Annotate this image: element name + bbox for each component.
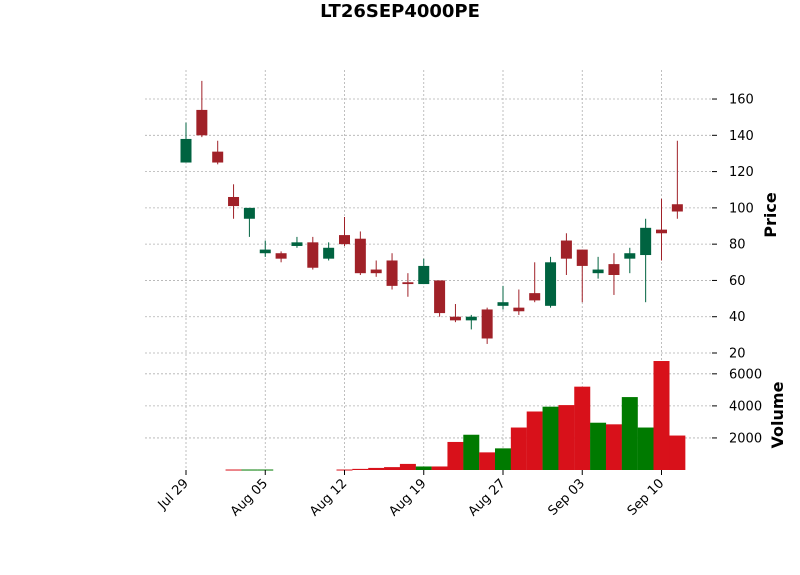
candle-body bbox=[418, 265, 430, 285]
candle-body bbox=[386, 260, 398, 286]
volume-bars bbox=[225, 361, 686, 471]
volume-tick-label: 6000 bbox=[729, 367, 762, 382]
candle-body bbox=[434, 280, 446, 314]
volume-bar bbox=[399, 463, 416, 470]
candle-body bbox=[656, 229, 667, 234]
volume-bar bbox=[590, 422, 607, 470]
volume-bar bbox=[352, 468, 369, 470]
volume-bar bbox=[415, 466, 432, 470]
volume-bar bbox=[542, 406, 559, 470]
candle-body bbox=[370, 269, 382, 274]
volume-bar bbox=[510, 427, 527, 470]
candle-body bbox=[576, 249, 588, 266]
price-tick-label: 120 bbox=[729, 165, 754, 180]
volume-bar bbox=[241, 469, 258, 471]
volume-bar bbox=[463, 434, 480, 470]
x-axis: Jul 29 Aug 05 Aug 12 Aug 19 Aug 27 Sep 03 Sep … bbox=[155, 470, 668, 519]
candles bbox=[180, 80, 683, 344]
candle-body bbox=[497, 302, 509, 306]
candle-body bbox=[592, 269, 604, 274]
candle-body bbox=[545, 262, 557, 306]
candle-body bbox=[291, 242, 303, 246]
volume-bar bbox=[605, 424, 622, 470]
price-tick-label: 80 bbox=[729, 238, 746, 253]
volume-bar bbox=[653, 361, 670, 470]
candle-body bbox=[180, 138, 192, 163]
volume-bar bbox=[526, 411, 543, 470]
candle-body bbox=[243, 207, 255, 219]
candle-body bbox=[259, 249, 271, 254]
candle-body bbox=[560, 240, 572, 259]
x-tick-label: Aug 27 bbox=[466, 476, 509, 519]
x-tick-label: Jul 29 bbox=[155, 476, 192, 513]
x-tick-label: Aug 05 bbox=[228, 476, 271, 519]
price-axis: 20 40 60 80 100 120 140 160 bbox=[712, 93, 754, 362]
volume-bar bbox=[621, 397, 638, 470]
volume-bar bbox=[637, 427, 654, 470]
candle-body bbox=[671, 204, 683, 212]
price-tick-label: 140 bbox=[729, 129, 754, 144]
volume-tick-label: 2000 bbox=[729, 431, 762, 446]
price-tick-label: 160 bbox=[729, 93, 754, 108]
volume-axis: 2000 4000 6000 bbox=[712, 367, 762, 446]
candle-body bbox=[354, 238, 366, 274]
candle-body bbox=[228, 196, 240, 207]
volume-bar bbox=[447, 441, 464, 470]
candle-body bbox=[212, 151, 224, 163]
candle-body bbox=[529, 293, 541, 301]
price-tick-label: 100 bbox=[729, 201, 754, 216]
volume-bar bbox=[558, 405, 575, 470]
candle-body bbox=[323, 247, 335, 259]
volume-bar bbox=[574, 386, 591, 470]
candle-body bbox=[339, 235, 350, 245]
x-tick-label: Aug 12 bbox=[307, 476, 350, 519]
candle-body bbox=[465, 316, 477, 321]
price-grid bbox=[145, 98, 712, 354]
candle-body bbox=[513, 307, 525, 312]
price-tick-label: 60 bbox=[729, 274, 746, 289]
candle-body bbox=[640, 227, 652, 256]
candle-body bbox=[307, 242, 319, 268]
price-axis-label: Price bbox=[761, 192, 780, 238]
volume-tick-label: 4000 bbox=[729, 399, 762, 414]
price-tick-label: 40 bbox=[729, 310, 746, 325]
candle-body bbox=[481, 309, 493, 339]
volume-axis-label: Volume bbox=[768, 381, 787, 448]
x-tick-label: Sep 10 bbox=[625, 476, 668, 519]
x-tick-label: Aug 19 bbox=[386, 476, 429, 519]
candle-body bbox=[449, 316, 461, 321]
candle-body bbox=[196, 109, 208, 136]
volume-bar bbox=[225, 469, 242, 471]
chart-title: LT26SEP4000PE bbox=[320, 1, 480, 22]
price-tick-label: 20 bbox=[729, 347, 746, 362]
candle-body bbox=[624, 253, 636, 259]
volume-bar bbox=[495, 448, 511, 470]
candle-body bbox=[608, 264, 620, 275]
x-tick-label: Sep 03 bbox=[546, 476, 589, 519]
candle-body bbox=[275, 253, 287, 259]
volume-bar bbox=[384, 467, 401, 470]
volume-bar bbox=[368, 467, 385, 470]
volume-bar bbox=[431, 466, 448, 470]
volume-bar bbox=[669, 435, 686, 470]
candle-body bbox=[402, 282, 414, 285]
volume-bar bbox=[479, 452, 496, 470]
